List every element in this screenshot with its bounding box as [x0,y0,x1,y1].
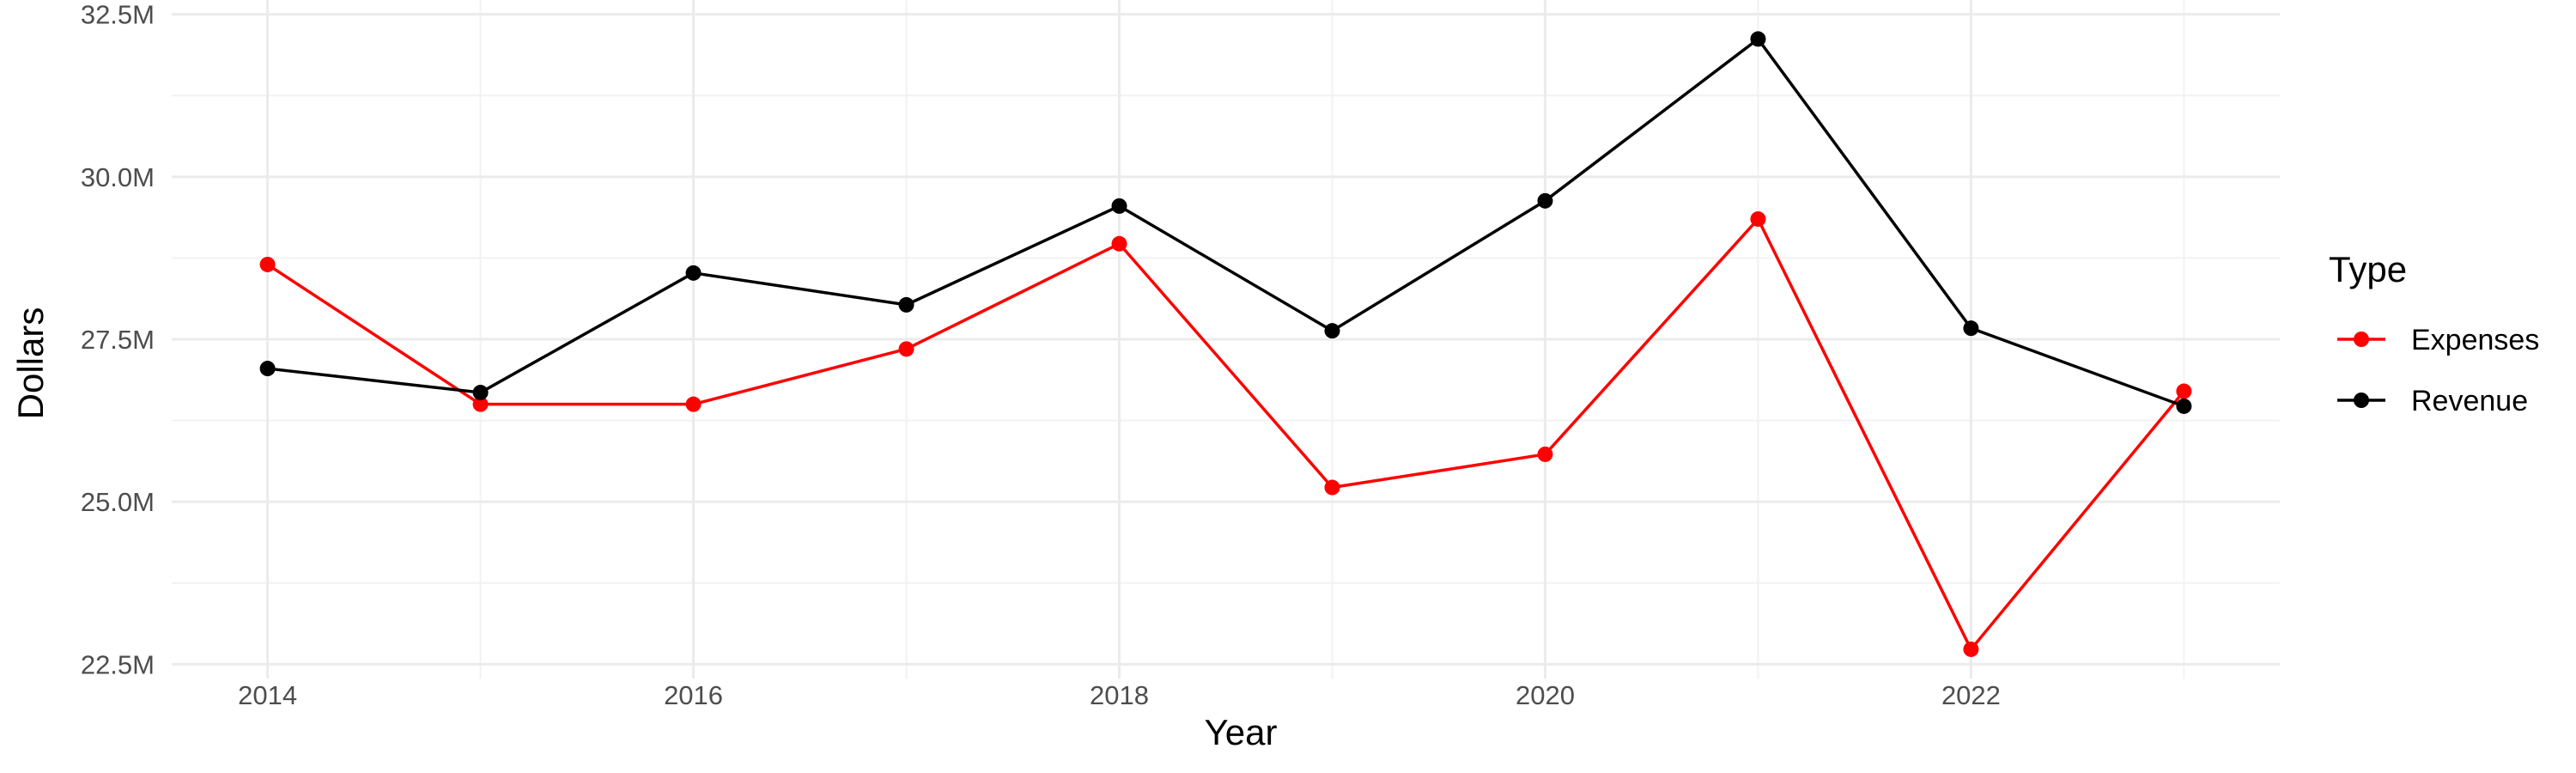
legend-key-point-revenue [2354,393,2369,408]
series-line-revenue [267,37,2185,408]
y-tick-label: 25.0M [81,487,155,517]
data-point-revenue [1537,192,1553,209]
y-tick-label: 30.0M [81,162,155,192]
x-tick-label: 2022 [1941,680,2001,710]
legend-label-revenue: Revenue [2411,385,2528,417]
data-point-revenue [1963,320,1979,337]
data-point-expenses [685,396,702,412]
data-point-revenue [1111,198,1127,214]
legend-label-expenses: Expenses [2411,324,2539,356]
data-point-expenses [1537,446,1553,462]
y-tick-label: 22.5M [81,649,155,679]
data-point-expenses [259,256,276,272]
data-point-revenue [1324,323,1340,339]
x-tick-label: 2016 [664,680,723,710]
x-tick-label: 2018 [1090,680,1149,710]
legend-key-point-expenses [2354,332,2369,347]
y-axis-title: Dollars [10,307,51,420]
series-layer [259,31,2192,657]
data-point-expenses [472,396,489,412]
data-point-revenue [898,296,914,313]
data-point-expenses [1324,479,1340,496]
data-point-expenses [2176,383,2192,399]
y-tick-label: 32.5M [81,0,155,30]
x-tick-label: 2014 [238,680,297,710]
data-point-expenses [1111,235,1127,252]
data-point-revenue [259,361,276,377]
data-point-expenses [1750,211,1766,228]
y-axis-tick-labels: 22.5M 25.0M 27.5M 30.0M 32.5M [81,0,155,679]
y-tick-label: 27.5M [81,325,155,355]
legend-title: Type [2329,249,2407,289]
data-point-revenue [472,385,489,401]
x-axis-title: Year [1205,712,1278,752]
x-axis-tick-labels: 2014 2016 2018 2020 2022 [238,680,2001,710]
x-tick-label: 2020 [1516,680,1575,710]
legend-items: Expenses Revenue [2337,324,2539,417]
data-point-revenue [685,265,702,281]
data-point-revenue [2176,398,2192,414]
data-point-expenses [1963,641,1979,657]
major-gridlines [172,0,2280,679]
data-point-expenses [898,341,914,357]
data-point-revenue [1750,31,1766,47]
series-line-expenses [266,217,2185,651]
legend: Type Expenses Revenue [2329,249,2539,417]
